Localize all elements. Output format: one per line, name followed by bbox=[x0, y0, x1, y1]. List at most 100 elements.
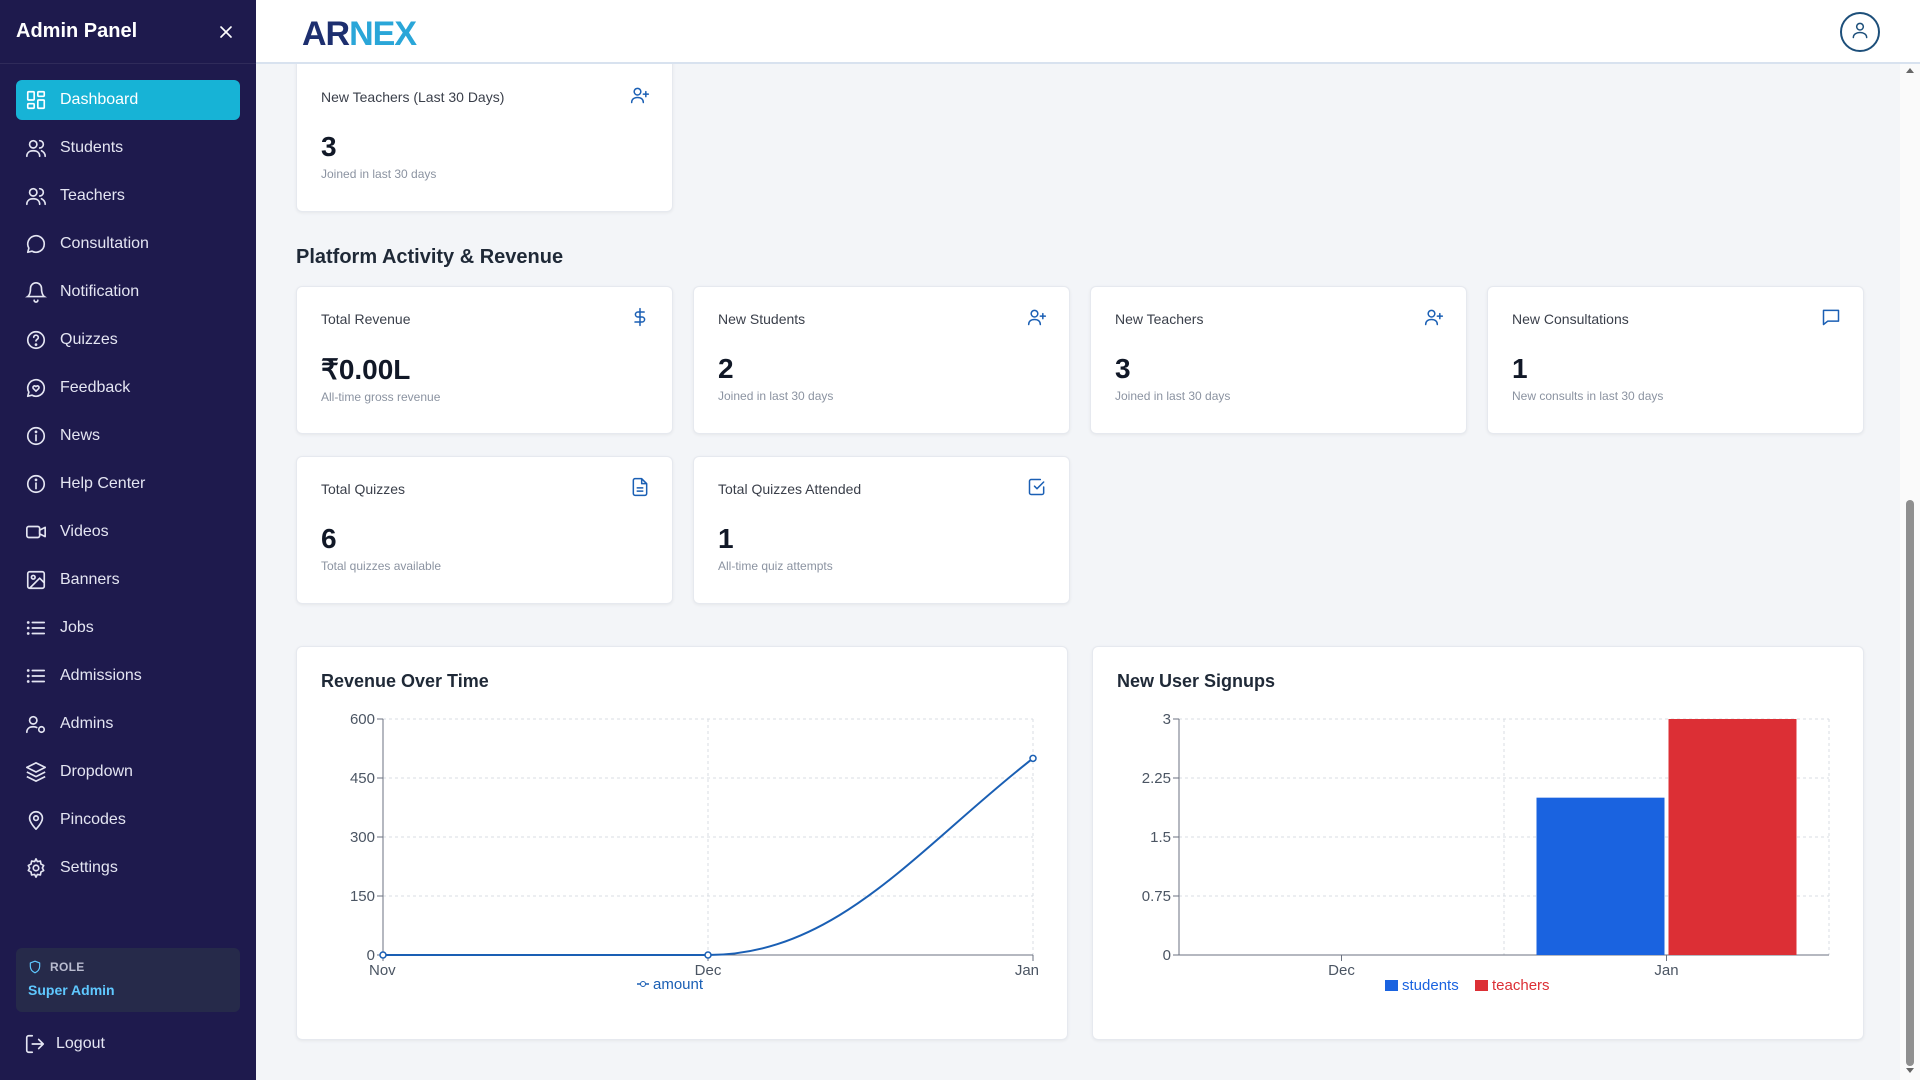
sidebar-item-pincodes[interactable]: Pincodes bbox=[16, 800, 240, 840]
sidebar-item-label: Feedback bbox=[60, 379, 131, 396]
sidebar-item-news[interactable]: News bbox=[16, 416, 240, 456]
map-pin-icon bbox=[24, 808, 48, 832]
sidebar-item-label: Quizzes bbox=[60, 331, 118, 348]
y-tick-label: 450 bbox=[350, 770, 375, 787]
logout-label: Logout bbox=[56, 1035, 105, 1052]
legend-label-students: students bbox=[1402, 977, 1459, 994]
role-value: Super Admin bbox=[28, 982, 115, 998]
sidebar-item-teachers[interactable]: Teachers bbox=[16, 176, 240, 216]
list-icon bbox=[24, 616, 48, 640]
chat-bubble-icon bbox=[24, 232, 48, 256]
user-plus-icon bbox=[630, 85, 650, 105]
x-tick-label: Jan bbox=[1015, 962, 1039, 979]
sidebar-item-label: Pincodes bbox=[60, 811, 126, 828]
info-icon bbox=[24, 472, 48, 496]
stat-value: 6 bbox=[321, 523, 337, 554]
sidebar-item-label: Jobs bbox=[60, 619, 94, 636]
y-tick-label: 600 bbox=[350, 711, 375, 728]
legend-swatch-dot bbox=[640, 981, 646, 987]
stat-subtitle: Total quizzes available bbox=[321, 559, 442, 573]
sidebar-item-label: Banners bbox=[60, 571, 120, 588]
section-title: Platform Activity & Revenue bbox=[296, 246, 564, 268]
sidebar-item-quizzes[interactable]: Quizzes bbox=[16, 320, 240, 360]
user-plus-icon bbox=[1027, 307, 1047, 327]
data-point bbox=[379, 951, 387, 959]
sidebar-item-students[interactable]: Students bbox=[16, 128, 240, 168]
stat-card-new-teachers-30d: New Teachers (Last 30 Days) 3 Joined in … bbox=[296, 64, 673, 212]
shield-icon bbox=[28, 960, 42, 974]
sidebar-item-consultation[interactable]: Consultation bbox=[16, 224, 240, 264]
info-icon bbox=[24, 424, 48, 448]
y-tick-label: 1.5 bbox=[1150, 829, 1171, 846]
data-point bbox=[704, 951, 712, 959]
x-tick-label: Dec bbox=[1328, 962, 1355, 979]
signups-chart-card: New User Signups 0 0.75 1.5 2.25 3 Dec Jan stud… bbox=[1092, 646, 1864, 1040]
stat-title: New Teachers (Last 30 Days) bbox=[321, 89, 505, 105]
stat-subtitle: Joined in last 30 days bbox=[1115, 389, 1231, 403]
scrollbar[interactable] bbox=[1900, 64, 1920, 1080]
sidebar: Admin Panel Dashboard Students Teachers … bbox=[0, 0, 256, 1080]
gear-icon bbox=[24, 856, 48, 880]
close-icon[interactable] bbox=[212, 18, 240, 46]
sidebar-item-admissions[interactable]: Admissions bbox=[16, 656, 240, 696]
users-icon bbox=[24, 136, 48, 160]
revenue-chart-card: Revenue Over Time 0 150 300 450 600 Nov Dec Jan… bbox=[296, 646, 1068, 1040]
bell-icon bbox=[24, 280, 48, 304]
logo-part-2: NEX bbox=[349, 14, 417, 53]
user-cog-icon bbox=[24, 712, 48, 736]
users-icon bbox=[24, 184, 48, 208]
scroll-down-arrow[interactable] bbox=[1906, 1068, 1914, 1073]
stat-card-new-teachers: New Teachers 3 Joined in last 30 days bbox=[1090, 286, 1467, 434]
sidebar-item-label: Admissions bbox=[60, 667, 142, 684]
stat-value: 1 bbox=[1512, 353, 1528, 384]
sidebar-item-label: Notification bbox=[60, 283, 140, 300]
chart-title: New User Signups bbox=[1117, 671, 1276, 691]
x-tick-label: Nov bbox=[369, 962, 396, 979]
sidebar-item-feedback[interactable]: Feedback bbox=[16, 368, 240, 408]
file-text-icon bbox=[630, 477, 650, 497]
sidebar-item-videos[interactable]: Videos bbox=[16, 512, 240, 552]
logout-icon bbox=[24, 1033, 46, 1055]
sidebar-title: Admin Panel bbox=[16, 20, 138, 42]
video-icon bbox=[24, 520, 48, 544]
sidebar-item-label: Admins bbox=[60, 715, 114, 732]
stat-card-total-quizzes-attended: Total Quizzes Attended 1 All-time quiz a… bbox=[693, 456, 1070, 604]
legend-label-teachers: teachers bbox=[1492, 977, 1550, 994]
sidebar-item-admins[interactable]: Admins bbox=[16, 704, 240, 744]
sidebar-item-label: Teachers bbox=[60, 187, 125, 204]
sidebar-item-notification[interactable]: Notification bbox=[16, 272, 240, 312]
bar-students-jan bbox=[1536, 797, 1665, 955]
scroll-up-arrow[interactable] bbox=[1906, 68, 1914, 73]
sidebar-item-settings[interactable]: Settings bbox=[16, 848, 240, 888]
sidebar-item-label: News bbox=[60, 427, 101, 444]
sidebar-item-help-center[interactable]: Help Center bbox=[16, 464, 240, 504]
stat-title: New Consultations bbox=[1512, 311, 1629, 327]
stat-value: 3 bbox=[321, 131, 337, 162]
sidebar-item-dropdown[interactable]: Dropdown bbox=[16, 752, 240, 792]
scrollbar-thumb[interactable] bbox=[1906, 500, 1914, 1066]
help-circle-icon bbox=[24, 328, 48, 352]
sidebar-item-label: Videos bbox=[60, 523, 109, 540]
y-tick-label: 0 bbox=[1163, 947, 1171, 964]
check-square-icon bbox=[1027, 477, 1047, 497]
sidebar-item-banners[interactable]: Banners bbox=[16, 560, 240, 600]
stat-subtitle: New consults in last 30 days bbox=[1512, 389, 1664, 403]
stat-subtitle: Joined in last 30 days bbox=[718, 389, 834, 403]
stat-card-new-consultations: New Consultations 1 New consults in last… bbox=[1487, 286, 1864, 434]
revenue-line-chart: 0 150 300 450 600 Nov Dec Jan amount bbox=[350, 711, 1039, 993]
message-square-icon bbox=[1821, 307, 1841, 327]
stat-card-new-students: New Students 2 Joined in last 30 days bbox=[693, 286, 1070, 434]
sidebar-item-dashboard[interactable]: Dashboard bbox=[16, 80, 240, 120]
sidebar-item-jobs[interactable]: Jobs bbox=[16, 608, 240, 648]
sidebar-header: Admin Panel bbox=[0, 0, 256, 64]
role-panel: ROLE Super Admin bbox=[16, 948, 240, 1012]
logout-button[interactable]: Logout bbox=[16, 1028, 113, 1060]
x-tick-label: Jan bbox=[1654, 962, 1678, 979]
image-icon bbox=[24, 568, 48, 592]
data-point bbox=[1029, 754, 1037, 763]
stat-title: Total Revenue bbox=[321, 311, 411, 327]
stat-title: New Teachers bbox=[1115, 311, 1204, 327]
user-avatar-button[interactable] bbox=[1840, 12, 1880, 52]
y-tick-label: 300 bbox=[350, 829, 375, 846]
brand-logo[interactable]: AR NEX bbox=[302, 14, 417, 54]
